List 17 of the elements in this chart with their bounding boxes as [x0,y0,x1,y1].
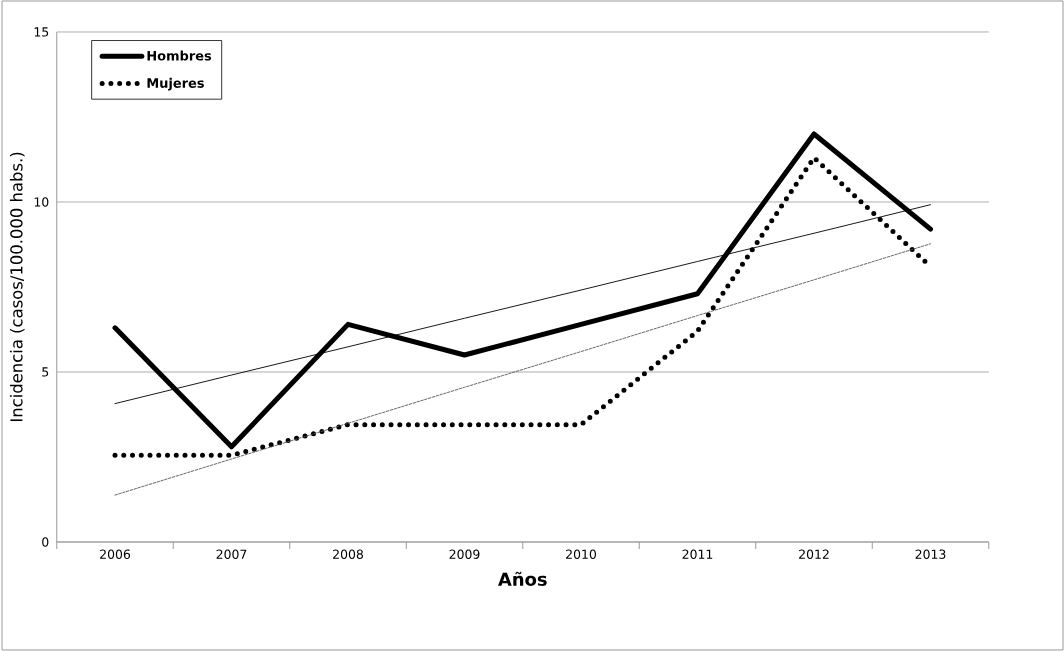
x-tick-label: 2007 [216,549,247,559]
y-axis-title: Incidencia (casos/100.000 habs.) [9,152,25,422]
y-tick-label: 10 [34,197,49,207]
legend-label: Hombres [147,50,212,61]
y-tick-label: 15 [34,27,49,37]
y-tick-label: 0 [42,537,49,547]
x-tick-label: 2006 [100,549,131,559]
x-tick-label: 2012 [799,549,829,559]
x-tick-label: 2013 [915,549,946,559]
x-axis-title: Años [498,571,547,586]
legend-label: Mujeres [147,77,204,91]
x-tick-label: 2010 [566,549,597,559]
line-series [114,243,931,496]
x-tick-label: 2011 [682,549,713,559]
x-tick-label: 2009 [449,549,480,559]
y-tick-label: 5 [42,367,49,377]
x-tick-label: 2008 [333,549,363,559]
